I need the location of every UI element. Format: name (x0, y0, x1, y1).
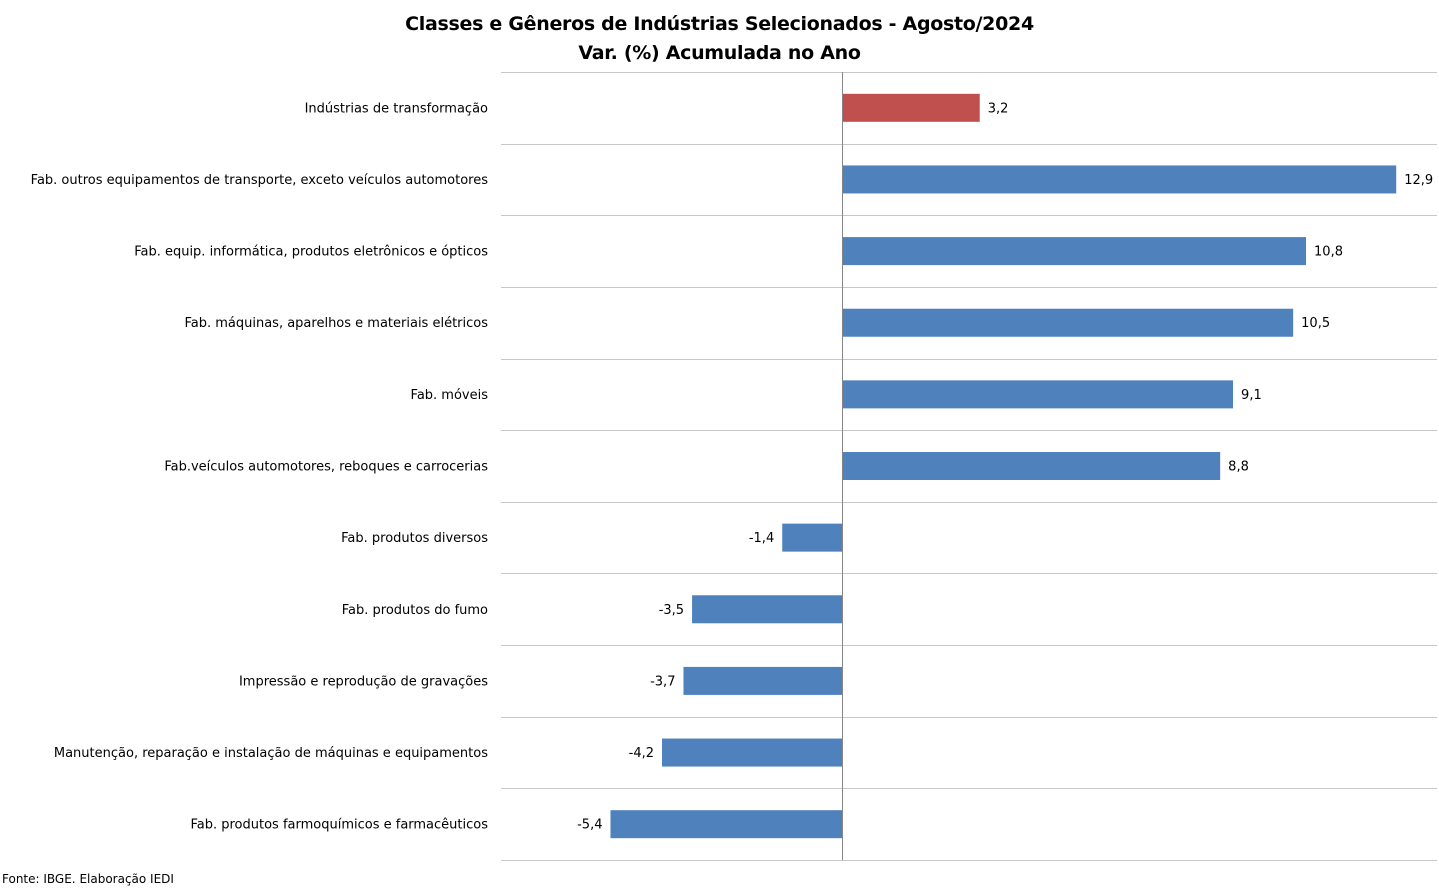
category-label: Fab. máquinas, aparelhos e materiais elé… (184, 316, 488, 331)
source-note: Fonte: IBGE. Elaboração IEDI (2, 872, 174, 886)
bar (782, 523, 843, 552)
data-label: 10,5 (1301, 316, 1330, 331)
bar (683, 666, 843, 695)
bar (842, 93, 980, 122)
category-label: Manutenção, reparação e instalação de má… (54, 746, 488, 761)
bar (842, 380, 1234, 409)
category-label: Fab.veículos automotores, reboques e car… (164, 460, 488, 475)
chart-subtitle: Var. (%) Acumulada no Ano (578, 42, 861, 64)
data-label: 10,8 (1314, 245, 1343, 260)
data-label: 12,9 (1404, 173, 1433, 188)
data-label: 9,1 (1241, 388, 1262, 403)
bar (662, 738, 843, 767)
data-label: -4,2 (629, 746, 654, 761)
bar (610, 810, 843, 839)
category-label: Fab. produtos farmoquímicos e farmacêuti… (190, 818, 488, 833)
bar (842, 165, 1397, 194)
chart-title: Classes e Gêneros de Indústrias Selecion… (405, 13, 1034, 35)
category-label: Indústrias de transformação (305, 101, 488, 116)
data-label: -3,7 (650, 674, 675, 689)
category-label: Impressão e reprodução de gravações (239, 674, 488, 689)
data-label: -3,5 (659, 603, 684, 618)
category-label: Fab. produtos do fumo (342, 603, 488, 618)
bar (692, 595, 843, 624)
bar (842, 452, 1221, 480)
data-label: -1,4 (749, 531, 774, 546)
category-label: Fab. outros equipamentos de transporte, … (31, 173, 489, 188)
bar (842, 308, 1294, 337)
category-label: Fab. produtos diversos (341, 531, 488, 546)
category-label: Fab. móveis (411, 388, 489, 403)
data-label: -5,4 (577, 818, 602, 833)
bar (842, 237, 1307, 266)
category-label: Fab. equip. informática, produtos eletrô… (134, 245, 488, 260)
data-label: 8,8 (1228, 460, 1249, 475)
data-label: 3,2 (988, 101, 1009, 116)
